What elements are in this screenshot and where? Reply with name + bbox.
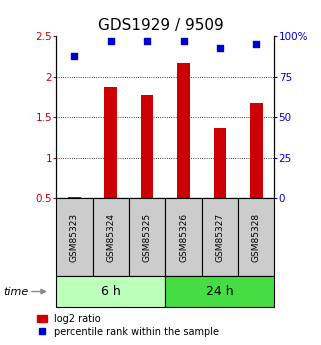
Text: GSM85324: GSM85324 (106, 213, 115, 262)
Bar (238, 198, 274, 276)
Text: GSM85323: GSM85323 (70, 213, 79, 262)
Bar (104, 87, 117, 198)
Bar (202, 198, 238, 276)
Bar (68, 197, 81, 198)
Point (108, 38, 113, 44)
Text: 24 h: 24 h (206, 285, 234, 298)
Legend: log2 ratio, percentile rank within the sample: log2 ratio, percentile rank within the s… (37, 314, 220, 337)
Point (254, 41, 259, 47)
Bar (165, 198, 202, 276)
Text: GSM85328: GSM85328 (252, 213, 261, 262)
Point (181, 38, 186, 44)
Bar (165, 276, 274, 307)
Bar (56, 198, 92, 276)
Text: GSM85326: GSM85326 (179, 213, 188, 262)
Text: GSM85325: GSM85325 (143, 213, 152, 262)
Bar (213, 128, 226, 198)
Bar (250, 103, 263, 198)
Text: GDS1929 / 9509: GDS1929 / 9509 (98, 18, 223, 33)
Point (144, 38, 150, 44)
Bar (92, 198, 129, 276)
Text: time: time (3, 287, 29, 296)
Bar (56, 276, 165, 307)
Point (217, 45, 222, 50)
Text: 6 h: 6 h (101, 285, 121, 298)
Bar (129, 198, 165, 276)
Text: GSM85327: GSM85327 (215, 213, 224, 262)
Bar (177, 63, 190, 198)
Point (72, 53, 77, 58)
Bar (141, 95, 153, 198)
